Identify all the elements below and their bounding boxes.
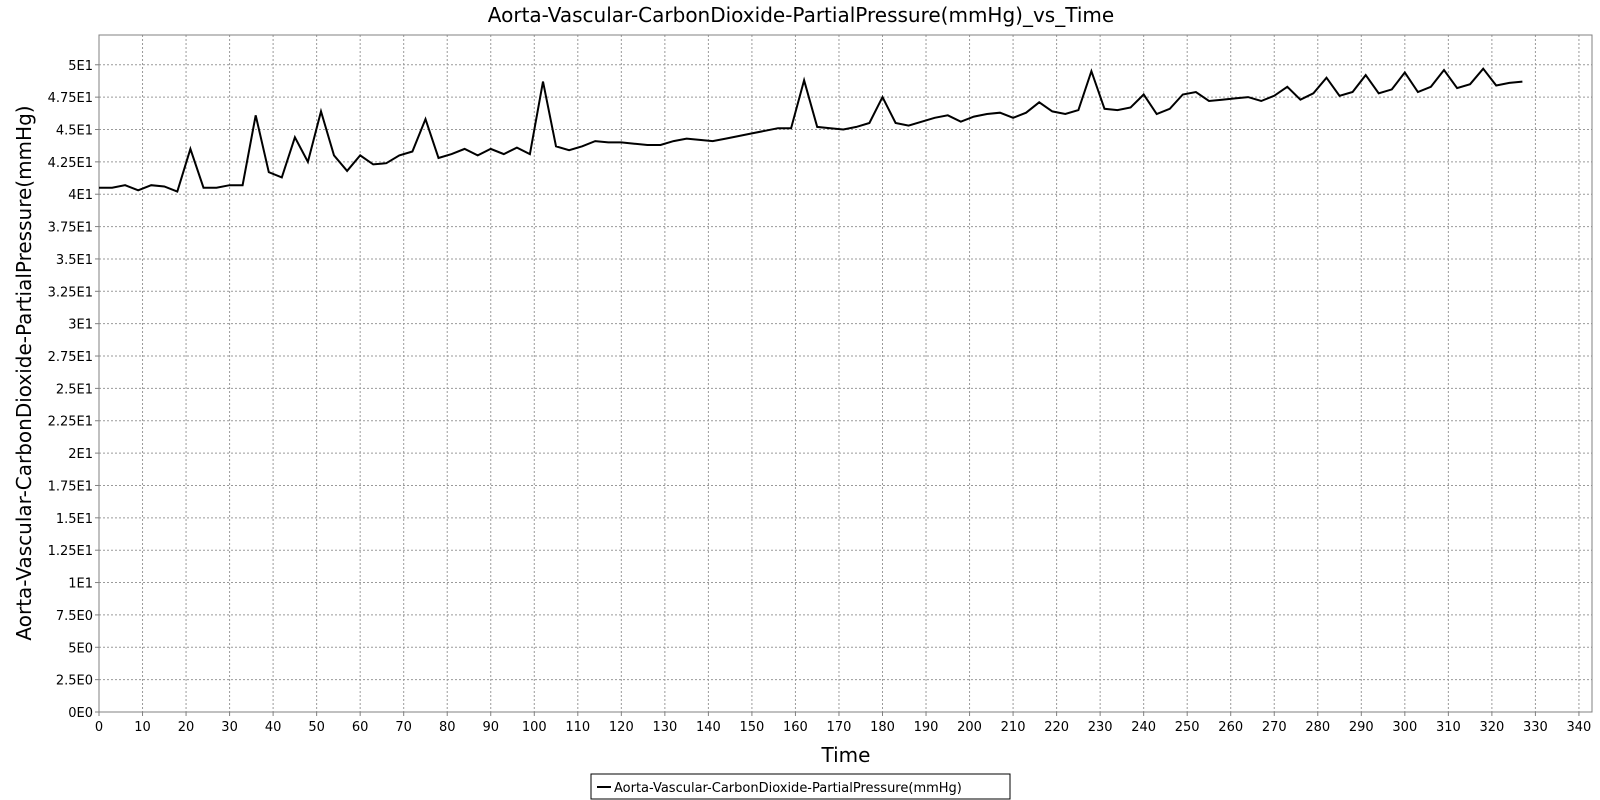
y-axis-title: Aorta-Vascular-CarbonDioxide-PartialPres… xyxy=(12,105,36,640)
y-axis-ticks: 0E0 2.5E0 5E0 7.5E0 1E1 1.25E1 1.5E1 1.75E1 2E1 2… xyxy=(48,59,99,721)
y-tick-label: 4.25E1 xyxy=(48,156,93,171)
y-tick-label: 3.5E1 xyxy=(56,253,93,268)
y-tick-label: 2.25E1 xyxy=(48,415,93,430)
x-tick-label: 320 xyxy=(1479,720,1504,735)
x-tick-label: 120 xyxy=(609,720,634,735)
y-tick-label: 1.5E1 xyxy=(56,512,93,527)
x-tick-label: 240 xyxy=(1131,720,1156,735)
y-tick-label: 7.5E0 xyxy=(56,609,93,624)
y-tick-label: 1.75E1 xyxy=(48,479,93,494)
x-tick-label: 100 xyxy=(522,720,547,735)
y-tick-label: 2E1 xyxy=(68,447,93,462)
x-tick-label: 110 xyxy=(565,720,590,735)
x-tick-label: 290 xyxy=(1349,720,1374,735)
y-tick-label: 5E1 xyxy=(68,59,93,74)
x-tick-label: 130 xyxy=(652,720,677,735)
x-tick-label: 200 xyxy=(957,720,982,735)
legend: Aorta-Vascular-CarbonDioxide-PartialPres… xyxy=(590,773,1011,800)
legend-label: Aorta-Vascular-CarbonDioxide-PartialPres… xyxy=(614,781,962,796)
x-tick-label: 230 xyxy=(1088,720,1113,735)
y-tick-label: 4.75E1 xyxy=(48,91,93,106)
plot-area xyxy=(98,34,1593,713)
x-tick-label: 330 xyxy=(1523,720,1548,735)
x-tick-label: 170 xyxy=(827,720,852,735)
y-tick-label: 1E1 xyxy=(68,577,93,592)
x-tick-label: 70 xyxy=(395,720,412,735)
y-tick-label: 0E0 xyxy=(68,706,93,721)
y-tick-label: 5E0 xyxy=(68,641,93,656)
y-tick-label: 2.75E1 xyxy=(48,350,93,365)
y-tick-label: 3.75E1 xyxy=(48,221,93,236)
y-tick-label: 4E1 xyxy=(68,188,93,203)
x-axis-ticks: 0 10 20 30 40 50 60 70 80 90 100 110 120 130 140 150 160… xyxy=(95,712,1591,735)
x-tick-label: 80 xyxy=(439,720,456,735)
x-tick-label: 270 xyxy=(1262,720,1287,735)
x-tick-label: 20 xyxy=(178,720,195,735)
series-line xyxy=(99,67,1523,193)
x-axis-title: Time xyxy=(821,743,871,767)
x-tick-label: 140 xyxy=(696,720,721,735)
y-tick-label: 3E1 xyxy=(68,318,93,333)
x-tick-label: 300 xyxy=(1392,720,1417,735)
x-tick-label: 40 xyxy=(265,720,282,735)
x-tick-label: 180 xyxy=(870,720,895,735)
legend-box xyxy=(590,773,1011,800)
x-tick-label: 30 xyxy=(221,720,238,735)
y-tick-label: 1.25E1 xyxy=(48,544,93,559)
y-tick-label: 2.5E1 xyxy=(56,382,93,397)
y-tick-label: 4.5E1 xyxy=(56,123,93,138)
chart-title: Aorta-Vascular-CarbonDioxide-PartialPres… xyxy=(488,3,1114,27)
x-tick-label: 160 xyxy=(783,720,808,735)
x-tick-label: 60 xyxy=(352,720,369,735)
y-tick-label: 3.25E1 xyxy=(48,285,93,300)
x-tick-label: 220 xyxy=(1044,720,1069,735)
x-tick-label: 280 xyxy=(1305,720,1330,735)
x-tick-label: 150 xyxy=(740,720,765,735)
x-tick-label: 310 xyxy=(1436,720,1461,735)
y-tick-label: 2.5E0 xyxy=(56,674,93,689)
x-tick-label: 340 xyxy=(1567,720,1592,735)
series-layer xyxy=(99,67,1523,193)
grid-lines xyxy=(98,35,1592,713)
x-tick-label: 0 xyxy=(95,720,103,735)
x-tick-label: 210 xyxy=(1001,720,1026,735)
x-tick-label: 50 xyxy=(308,720,325,735)
x-tick-label: 10 xyxy=(134,720,151,735)
x-tick-label: 250 xyxy=(1175,720,1200,735)
x-tick-label: 260 xyxy=(1218,720,1243,735)
x-tick-label: 90 xyxy=(482,720,499,735)
x-tick-label: 190 xyxy=(914,720,939,735)
